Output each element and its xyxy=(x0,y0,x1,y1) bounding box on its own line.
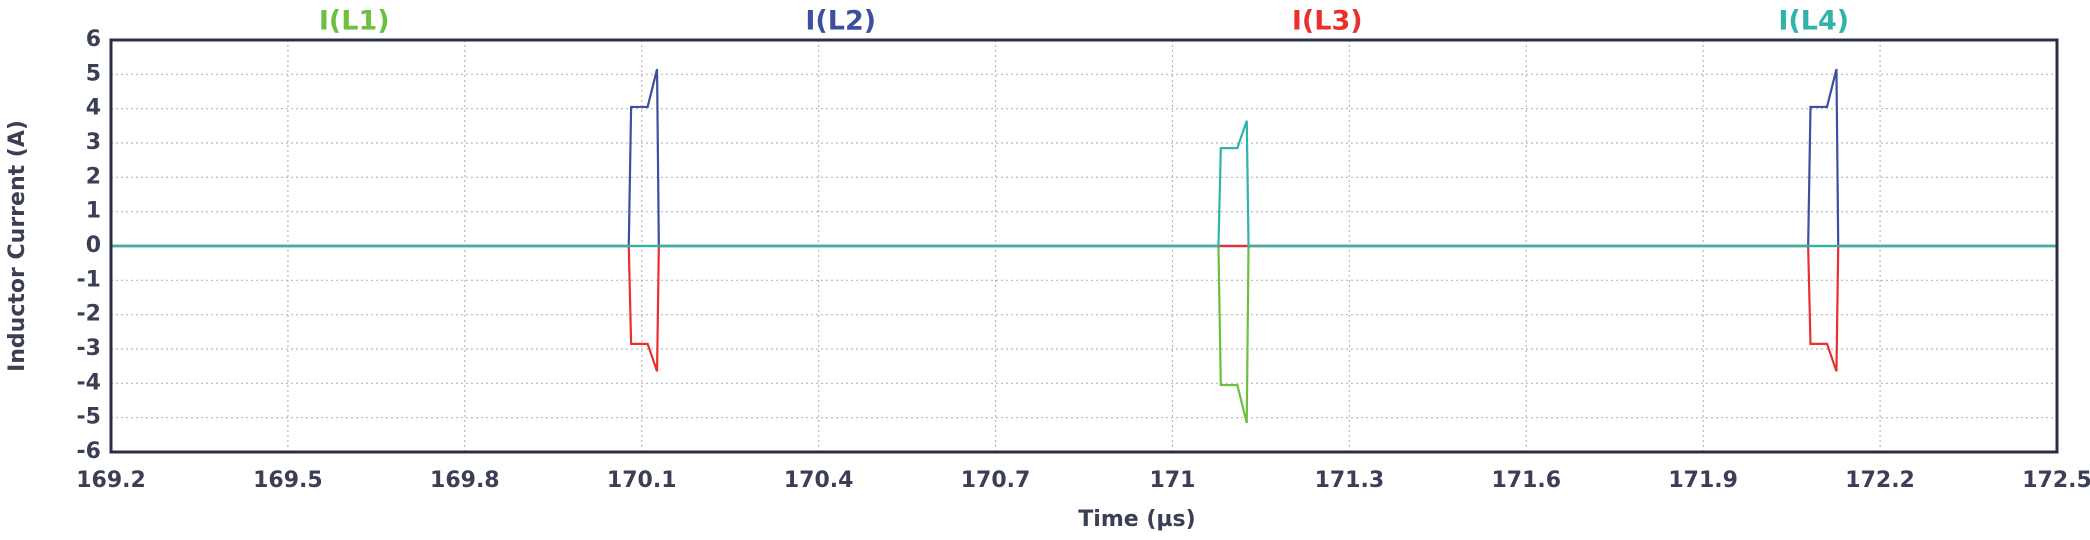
y-tick-label: 4 xyxy=(86,96,101,121)
y-tick-label: -3 xyxy=(77,336,101,361)
x-tick-label: 170.4 xyxy=(784,468,854,493)
x-tick-label: 171 xyxy=(1149,468,1195,493)
series-line xyxy=(111,120,2057,248)
series-line xyxy=(111,244,2057,372)
x-tick-label: 169.2 xyxy=(76,468,146,493)
legend-entry: I(L1) xyxy=(319,6,390,37)
y-tick-label: -6 xyxy=(77,439,101,464)
x-tick-label: 171.3 xyxy=(1315,468,1385,493)
x-tick-label: 169.8 xyxy=(430,468,500,493)
series-line xyxy=(111,68,2057,248)
x-tick-label: 172.5 xyxy=(2022,468,2090,493)
legend-entry: I(L4) xyxy=(1778,6,1849,37)
x-tick-label: 171.9 xyxy=(1668,468,1738,493)
y-tick-label: -1 xyxy=(77,267,101,292)
legend-entry: I(L2) xyxy=(805,6,876,37)
y-tick-label: -2 xyxy=(77,302,101,327)
x-tick-label: 172.2 xyxy=(1845,468,1915,493)
y-tick-label: 3 xyxy=(86,130,101,155)
plot-frame xyxy=(109,38,2059,454)
y-tick-label: 1 xyxy=(86,199,101,224)
y-axis-title: Inductor Current (A) xyxy=(5,120,30,372)
x-axis-title: Time (µs) xyxy=(1078,507,1195,532)
y-tick-label: 0 xyxy=(86,233,101,258)
y-tick-label: 5 xyxy=(86,61,101,86)
legend-entry: I(L3) xyxy=(1292,6,1363,37)
y-tick-label: -4 xyxy=(77,370,101,395)
series-line xyxy=(111,244,2057,424)
x-tick-label: 171.6 xyxy=(1491,468,1561,493)
x-tick-label: 170.7 xyxy=(961,468,1031,493)
x-tick-label: 169.5 xyxy=(253,468,323,493)
x-tick-label: 170.1 xyxy=(607,468,677,493)
y-tick-label: 6 xyxy=(86,27,101,52)
y-tick-label: -5 xyxy=(77,405,101,430)
y-tick-label: 2 xyxy=(86,164,101,189)
